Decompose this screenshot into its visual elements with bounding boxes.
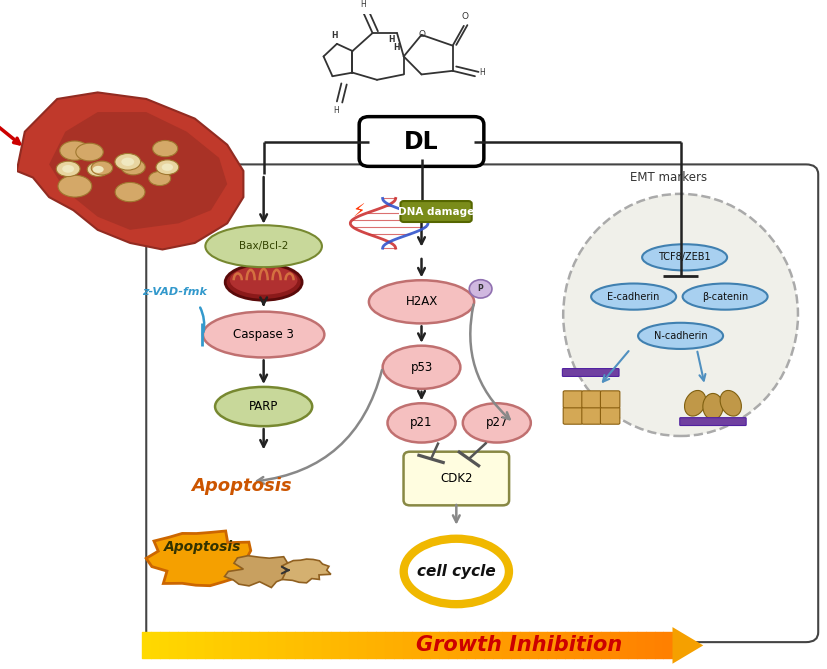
FancyBboxPatch shape — [359, 116, 484, 167]
Ellipse shape — [591, 284, 676, 310]
Text: H: H — [332, 31, 338, 39]
Text: P: P — [478, 284, 484, 294]
Polygon shape — [225, 556, 303, 587]
Polygon shape — [49, 112, 227, 230]
Ellipse shape — [369, 280, 474, 323]
FancyBboxPatch shape — [582, 407, 601, 424]
FancyBboxPatch shape — [404, 452, 509, 505]
Ellipse shape — [60, 141, 89, 160]
Polygon shape — [146, 531, 254, 585]
Text: Bax/Bcl-2: Bax/Bcl-2 — [239, 242, 289, 251]
FancyBboxPatch shape — [582, 391, 601, 408]
Text: ⚡: ⚡ — [352, 203, 365, 221]
Ellipse shape — [156, 160, 179, 175]
Text: TCF8/ZEB1: TCF8/ZEB1 — [658, 252, 711, 262]
Text: Apoptosis: Apoptosis — [165, 541, 241, 554]
Text: E-cadherin: E-cadherin — [608, 292, 660, 302]
FancyBboxPatch shape — [600, 391, 620, 408]
Ellipse shape — [122, 159, 146, 175]
Text: Apoptosis: Apoptosis — [192, 478, 292, 495]
FancyBboxPatch shape — [146, 165, 818, 642]
Ellipse shape — [203, 312, 324, 357]
Ellipse shape — [122, 158, 134, 166]
Ellipse shape — [115, 153, 141, 170]
FancyBboxPatch shape — [400, 201, 471, 222]
Ellipse shape — [205, 225, 322, 267]
Polygon shape — [282, 559, 331, 583]
Text: PARP: PARP — [249, 400, 279, 413]
Text: H: H — [394, 43, 400, 52]
Text: H2AX: H2AX — [405, 295, 437, 308]
Ellipse shape — [56, 161, 80, 177]
Ellipse shape — [563, 194, 798, 436]
FancyBboxPatch shape — [600, 407, 620, 424]
Text: p21: p21 — [410, 416, 433, 429]
Ellipse shape — [388, 403, 456, 442]
Text: O: O — [461, 12, 469, 21]
Ellipse shape — [638, 322, 723, 349]
Text: Caspase 3: Caspase 3 — [233, 328, 294, 341]
Ellipse shape — [91, 161, 112, 175]
Text: cell cycle: cell cycle — [417, 564, 495, 579]
Text: CDK2: CDK2 — [440, 472, 472, 485]
Ellipse shape — [720, 391, 742, 416]
Ellipse shape — [153, 140, 178, 157]
Text: H: H — [333, 106, 339, 115]
Ellipse shape — [642, 244, 727, 270]
Ellipse shape — [463, 403, 531, 442]
Text: O: O — [418, 30, 425, 39]
Text: DL: DL — [404, 130, 439, 153]
Text: p53: p53 — [410, 361, 433, 374]
Ellipse shape — [215, 387, 313, 426]
Text: Growth Inhibition: Growth Inhibition — [415, 636, 622, 656]
Ellipse shape — [115, 183, 145, 202]
Ellipse shape — [149, 171, 170, 185]
FancyBboxPatch shape — [562, 369, 619, 377]
Text: EMT markers: EMT markers — [630, 171, 707, 184]
Ellipse shape — [162, 163, 173, 171]
Text: H: H — [389, 35, 394, 44]
Text: z-VAD-fmk: z-VAD-fmk — [142, 287, 207, 297]
Text: N-cadherin: N-cadherin — [654, 331, 707, 341]
Text: p27: p27 — [485, 416, 508, 429]
Text: β-catenin: β-catenin — [702, 292, 748, 302]
FancyBboxPatch shape — [680, 417, 746, 425]
Ellipse shape — [93, 166, 103, 173]
Text: H: H — [360, 0, 366, 9]
Text: H: H — [480, 68, 485, 77]
Ellipse shape — [682, 284, 767, 310]
Polygon shape — [17, 92, 243, 250]
Ellipse shape — [703, 393, 723, 419]
FancyBboxPatch shape — [563, 391, 582, 408]
Polygon shape — [672, 627, 703, 664]
Ellipse shape — [230, 266, 298, 294]
Ellipse shape — [76, 143, 103, 161]
Ellipse shape — [58, 175, 92, 197]
Ellipse shape — [685, 391, 705, 416]
Ellipse shape — [404, 539, 509, 604]
Ellipse shape — [383, 346, 461, 389]
Ellipse shape — [87, 163, 109, 177]
Circle shape — [469, 280, 492, 298]
Text: DNA damage: DNA damage — [398, 207, 474, 217]
FancyBboxPatch shape — [563, 407, 582, 424]
Ellipse shape — [225, 264, 302, 300]
Ellipse shape — [62, 165, 74, 173]
